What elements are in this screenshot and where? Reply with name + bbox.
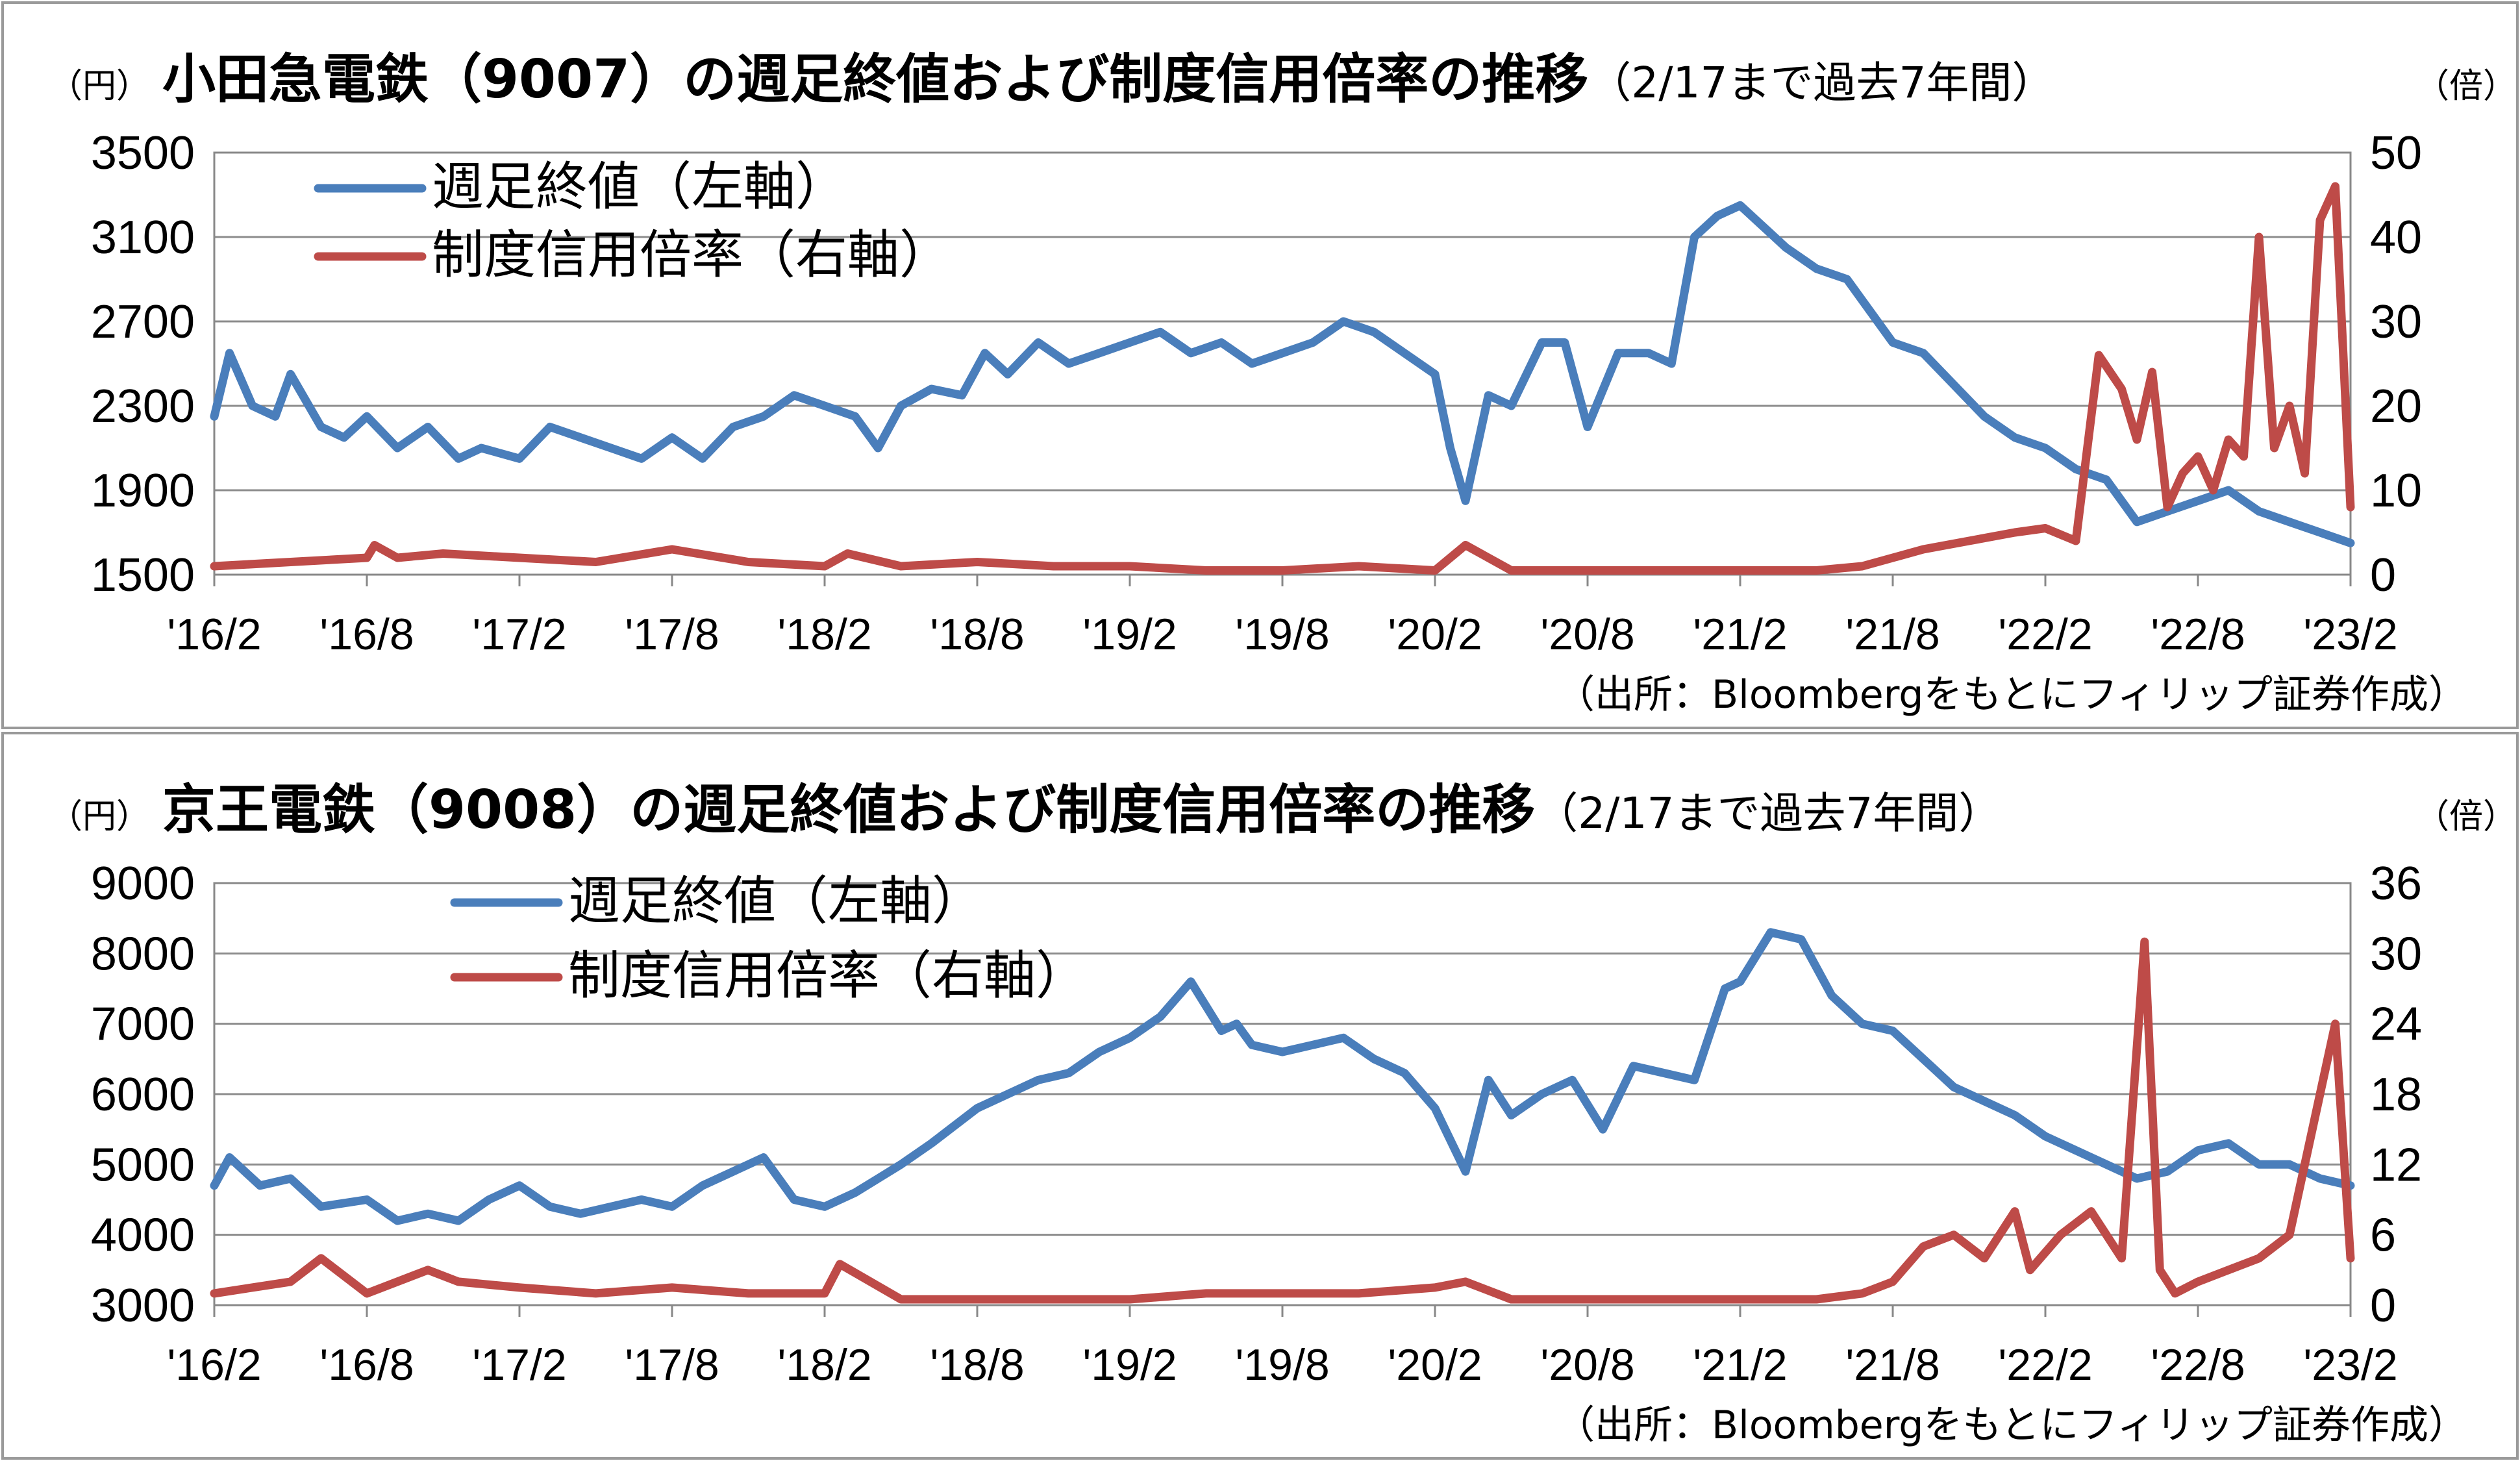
odakyu-right-tick-label: 40 — [2370, 212, 2422, 264]
keio-source-note: （出所：Bloombergをもとにフィリップ証券作成） — [1556, 1403, 2467, 1448]
odakyu-right-tick-label: 10 — [2370, 465, 2422, 517]
odakyu-chart-panel: 小田急電鉄（9007）の週足終値および制度信用倍率の推移（2/17まで過去7年間… — [0, 0, 2520, 730]
keio-x-tick-label: '23/2 — [2303, 1340, 2397, 1390]
odakyu-x-tick-label: '21/8 — [1845, 610, 1940, 659]
odakyu-x-tick-label: '20/8 — [1540, 610, 1634, 659]
keio-left-tick-label: 7000 — [91, 999, 195, 1051]
keio-right-tick-label: 12 — [2370, 1139, 2422, 1191]
odakyu-legend-label-price: 週足終値（左軸） — [432, 156, 847, 217]
keio-x-tick-label: '17/2 — [472, 1340, 566, 1390]
keio-left-tick-label: 6000 — [91, 1069, 195, 1121]
keio-left-tick-label: 5000 — [91, 1139, 195, 1191]
odakyu-left-tick-label: 3500 — [91, 127, 195, 179]
odakyu-x-tick-label: '20/2 — [1388, 610, 1482, 659]
keio-left-tick-label: 8000 — [91, 928, 195, 980]
odakyu-outer-frame — [1, 1, 2519, 729]
odakyu-left-unit: （円） — [49, 67, 150, 106]
keio-x-tick-label: '16/8 — [319, 1340, 414, 1390]
keio-right-tick-label: 30 — [2370, 928, 2422, 980]
odakyu-x-tick-label: '23/2 — [2303, 610, 2397, 659]
keio-chart-title-sub: （2/17まで過去7年間） — [1535, 788, 2001, 838]
keio-close-price-line — [210, 928, 2355, 1225]
odakyu-x-tick-label: '21/2 — [1693, 610, 1787, 659]
odakyu-x-tick-label: '17/8 — [625, 610, 719, 659]
odakyu-right-tick-label: 20 — [2370, 381, 2422, 432]
odakyu-left-tick-label: 2300 — [91, 381, 195, 432]
keio-x-tick-label: '22/8 — [2151, 1340, 2245, 1390]
keio-chart-panel: 京王電鉄（9008）の週足終値および制度信用倍率の推移（2/17まで過去7年間）… — [0, 730, 2520, 1461]
keio-right-tick-label: 24 — [2370, 999, 2422, 1051]
keio-x-tick-label: '16/2 — [167, 1340, 261, 1390]
odakyu-close-price-line — [210, 201, 2355, 547]
odakyu-x-tick-label: '17/2 — [472, 610, 566, 659]
odakyu-left-tick-label: 1900 — [91, 465, 195, 517]
keio-x-tick-label: '21/2 — [1693, 1340, 1787, 1390]
odakyu-right-tick-label: 30 — [2370, 296, 2422, 348]
keio-left-tick-label: 4000 — [91, 1210, 195, 1262]
odakyu-x-tick-label: '16/8 — [319, 610, 414, 659]
keio-chart-svg: 京王電鉄（9008）の週足終値および制度信用倍率の推移（2/17まで過去7年間）… — [1, 732, 2519, 1460]
keio-chart-title-main: 京王電鉄（9008）の週足終値および制度信用倍率の推移 — [162, 779, 1535, 841]
keio-right-tick-label: 0 — [2370, 1280, 2396, 1332]
keio-x-tick-label: '19/8 — [1235, 1340, 1329, 1390]
keio-margin-ratio-line — [210, 937, 2355, 1304]
keio-x-tick-label: '18/8 — [930, 1340, 1024, 1390]
keio-x-tick-label: '20/2 — [1388, 1340, 1482, 1390]
odakyu-left-tick-label: 1500 — [91, 549, 195, 601]
keio-legend-label-price: 週足終値（左軸） — [568, 871, 984, 931]
odakyu-margin-ratio-line — [210, 182, 2355, 575]
keio-right-unit: （倍） — [2415, 797, 2517, 836]
keio-right-tick-label: 18 — [2370, 1069, 2422, 1121]
odakyu-chart-svg: 小田急電鉄（9007）の週足終値および制度信用倍率の推移（2/17まで過去7年間… — [1, 1, 2519, 729]
odakyu-left-tick-label: 2700 — [91, 296, 195, 348]
keio-x-tick-label: '17/8 — [625, 1340, 719, 1390]
keio-legend-label-ratio: 制度信用倍率（右軸） — [568, 945, 1088, 1006]
odakyu-chart-title: 小田急電鉄（9007）の週足終値および制度信用倍率の推移（2/17まで過去7年間… — [162, 49, 2054, 110]
keio-x-tick-label: '22/2 — [1998, 1340, 2092, 1390]
odakyu-right-tick-label: 0 — [2370, 549, 2396, 601]
odakyu-x-tick-label: '18/8 — [930, 610, 1024, 659]
odakyu-x-tick-label: '22/2 — [1998, 610, 2092, 659]
odakyu-x-tick-label: '22/8 — [2151, 610, 2245, 659]
odakyu-right-unit: （倍） — [2415, 67, 2517, 106]
keio-left-tick-label: 9000 — [91, 858, 195, 910]
keio-x-tick-label: '19/2 — [1082, 1340, 1177, 1390]
keio-x-tick-label: '20/8 — [1540, 1340, 1634, 1390]
odakyu-x-tick-label: '19/2 — [1082, 610, 1177, 659]
odakyu-legend-label-ratio: 制度信用倍率（右軸） — [432, 225, 951, 285]
keio-left-tick-label: 3000 — [91, 1280, 195, 1332]
odakyu-x-tick-label: '19/8 — [1235, 610, 1329, 659]
keio-right-tick-label: 36 — [2370, 858, 2422, 910]
keio-right-tick-label: 6 — [2370, 1210, 2396, 1262]
odakyu-x-tick-label: '16/2 — [167, 610, 261, 659]
odakyu-chart-title-sub: （2/17まで過去7年間） — [1588, 58, 2054, 108]
keio-left-unit: （円） — [49, 797, 150, 836]
keio-x-tick-label: '21/8 — [1845, 1340, 1940, 1390]
odakyu-source-note: （出所：Bloombergをもとにフィリップ証券作成） — [1556, 672, 2467, 718]
keio-chart-title: 京王電鉄（9008）の週足終値および制度信用倍率の推移（2/17まで過去7年間） — [162, 779, 2001, 841]
keio-outer-frame — [1, 732, 2519, 1460]
odakyu-right-tick-label: 50 — [2370, 127, 2422, 179]
odakyu-x-tick-label: '18/2 — [777, 610, 871, 659]
keio-x-tick-label: '18/2 — [777, 1340, 871, 1390]
odakyu-chart-title-main: 小田急電鉄（9007）の週足終値および制度信用倍率の推移 — [162, 49, 1588, 110]
odakyu-left-tick-label: 3100 — [91, 212, 195, 264]
